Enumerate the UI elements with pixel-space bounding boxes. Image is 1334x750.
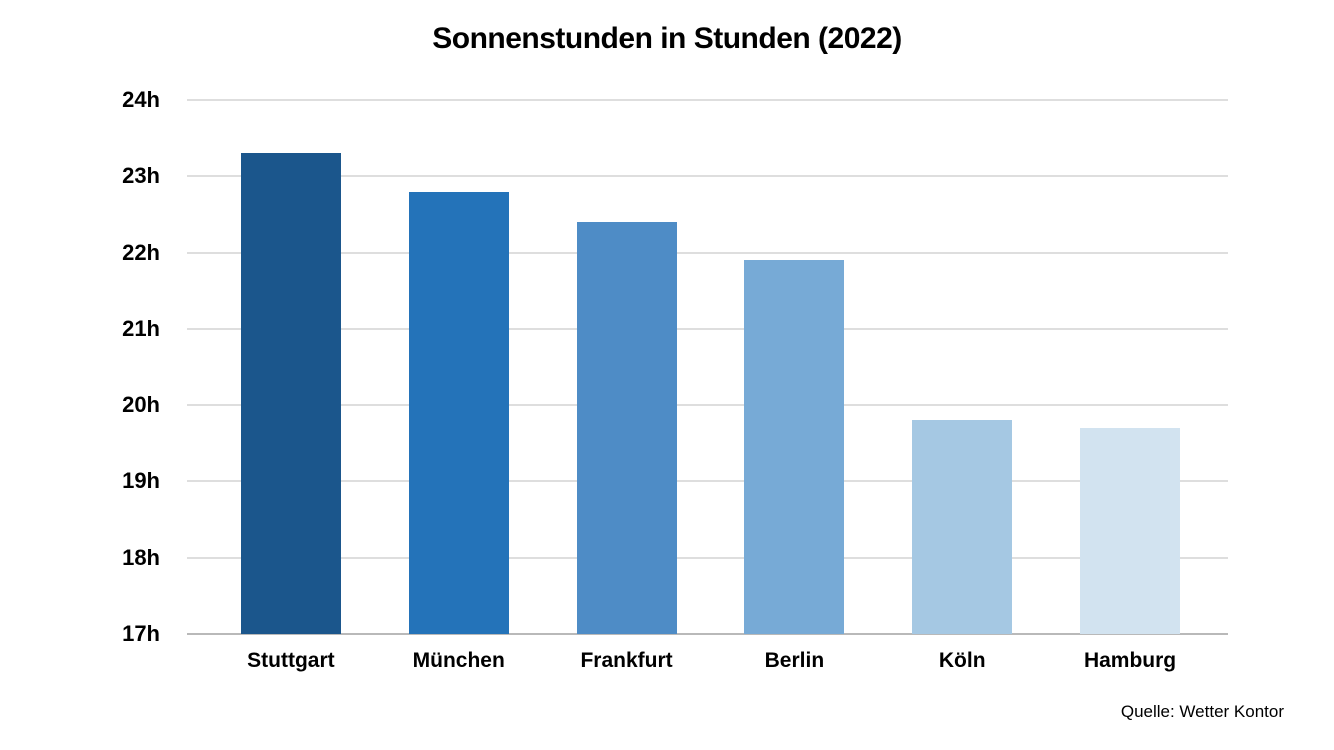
x-label-frankfurt: Frankfurt [580,649,673,672]
chart-title: Sonnenstunden in Stunden (2022) [432,22,902,55]
bar-hamburg [1080,428,1181,634]
bar-köln [912,420,1013,634]
bar-slot-stuttgart [207,100,375,634]
y-tick-label-17h: 17h [122,621,160,646]
x-label-stuttgart: Stuttgart [247,649,335,672]
gridlines-layer: 17h 18h 19h 20h 21h 22h 23h 24h [122,87,1228,646]
bar-slot-münchen [375,100,543,634]
x-label-köln: Köln [938,649,986,672]
bar-slot-hamburg [1046,100,1214,634]
bars-row [207,100,1214,634]
bar-stuttgart [240,153,341,634]
bar-slot-frankfurt [543,100,711,634]
bar-slot-köln [878,100,1046,634]
gridline-23h [187,175,1228,178]
bar-frankfurt [576,222,677,634]
x-axis-baseline [187,633,1228,635]
y-tick-label-21h: 21h [122,315,160,341]
source-note: Quelle: Wetter Kontor [1120,702,1284,721]
y-tick-label-18h: 18h [122,544,160,570]
y-tick-label-19h: 19h [122,468,160,494]
gridline-18h [187,556,1228,559]
x-label-hamburg: Hamburg [1083,649,1177,672]
y-tick-label-23h: 23h [122,163,160,189]
gridline-24h [187,99,1228,101]
y-tick-label-20h: 20h [122,392,160,418]
bar-slot-berlin [710,100,878,634]
gridline-22h [187,251,1228,254]
x-axis-labels: Stuttgart München Frankfurt Berlin Köln Hambu… [207,634,1214,673]
y-tick-label-24h: 24h [122,87,160,112]
bar-berlin [744,260,845,634]
bar-münchen [408,191,509,634]
x-label-berlin: Berlin [764,649,825,672]
gridline-21h [187,327,1228,330]
gridline-20h [187,404,1228,407]
y-tick-label-22h: 22h [122,239,160,265]
plot-area: 17h 18h 19h 20h 21h 22h 23h 24h Stuttgart Münche… [122,87,1228,672]
x-label-münchen: München [412,649,505,672]
gridline-19h [187,480,1228,483]
